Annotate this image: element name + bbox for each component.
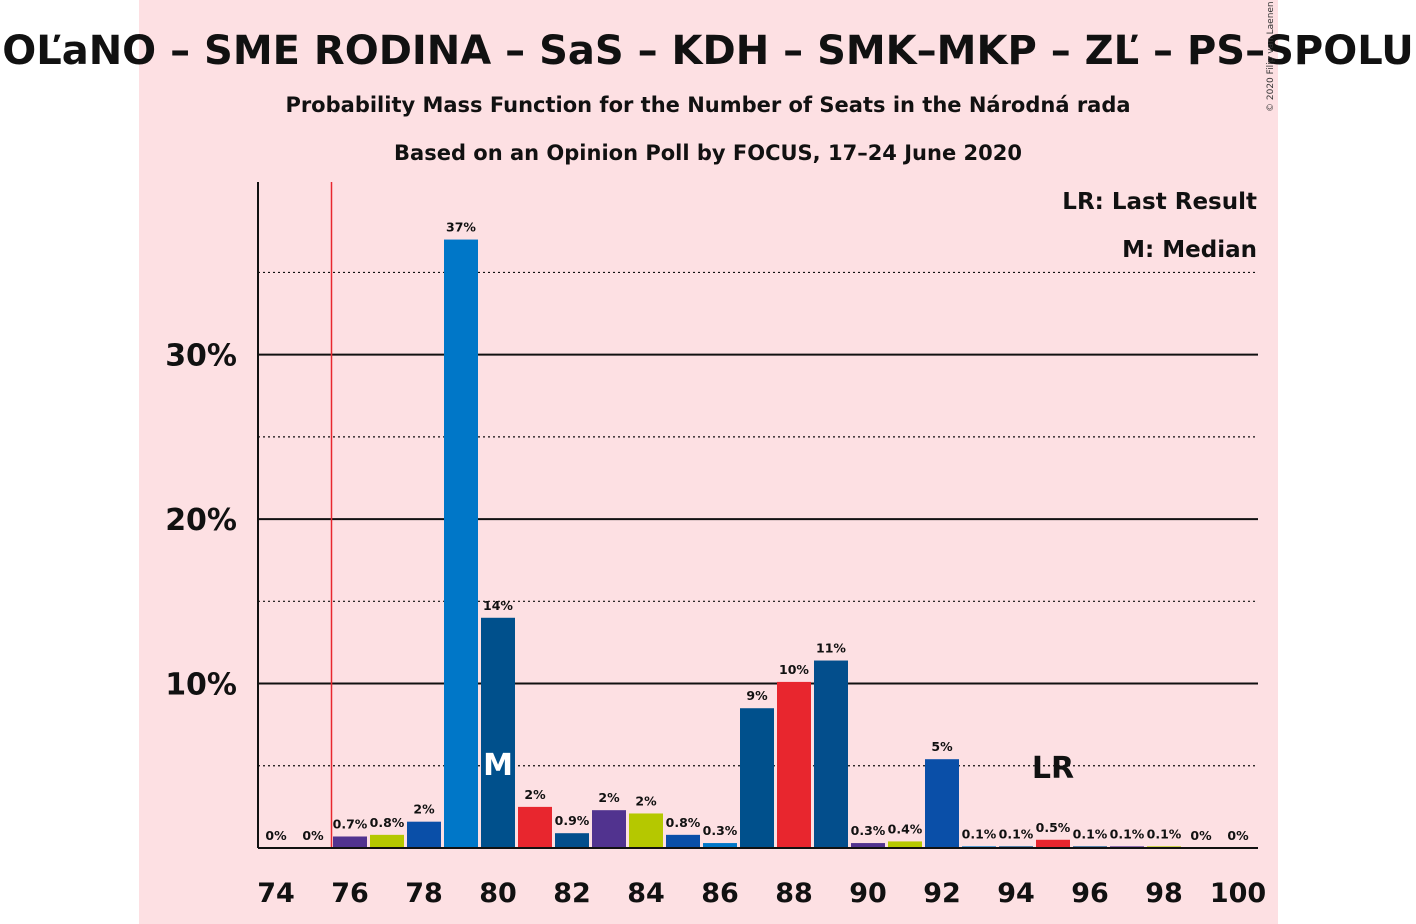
- bar-seat-78: [407, 821, 441, 848]
- data-label-seat-76: 0.7%: [333, 816, 368, 831]
- x-tick-label: 84: [627, 878, 665, 909]
- data-label-seat-79: 37%: [446, 220, 476, 235]
- data-label-seat-90: 0.3%: [851, 823, 886, 838]
- copyright-notice: © 2020 Filip van Laenen: [1266, 1, 1276, 112]
- bar-seat-86: [703, 843, 737, 848]
- x-tick-label: 90: [849, 878, 887, 909]
- x-tick-label: 76: [331, 878, 369, 909]
- data-label-seat-85: 0.8%: [666, 815, 701, 830]
- y-tick-label: 20%: [165, 503, 237, 538]
- bar-seat-80: [481, 617, 515, 848]
- y-tick-label: 10%: [165, 668, 237, 703]
- data-label-seat-77: 0.8%: [370, 815, 405, 830]
- bar-seat-89: [814, 660, 848, 848]
- x-tick-label: 80: [479, 878, 517, 909]
- bar-seat-87: [740, 708, 774, 848]
- y-tick-label: 30%: [165, 339, 237, 374]
- data-labels: 0% 0%0.7% 0.8%2%37%14%2%0.9%2% 2%0.8%0.3%9%…: [265, 220, 1249, 843]
- bar-seat-91: [888, 841, 922, 848]
- x-tick-label: 88: [775, 878, 813, 909]
- data-label-seat-95: 0.5%: [1036, 820, 1071, 835]
- gridlines: [258, 182, 1258, 848]
- data-label-seat-88: 10%: [779, 662, 809, 677]
- bar-seat-95: [1036, 839, 1070, 848]
- data-label-seat-80: 14%: [483, 598, 513, 613]
- x-tick-label: 86: [701, 878, 739, 909]
- legend-median: M: Median: [1122, 237, 1257, 263]
- chart-subtitle-2: Based on an Opinion Poll by FOCUS, 17–24…: [394, 141, 1022, 165]
- data-label-seat-99: 0%: [1190, 828, 1212, 843]
- data-label-seat-75: 0%: [302, 828, 324, 843]
- data-label-seat-96: 0.1%: [1073, 826, 1108, 841]
- bar-seat-81: [518, 806, 552, 848]
- data-label-seat-93: 0.1%: [962, 826, 997, 841]
- data-label-seat-81: 2%: [524, 787, 546, 802]
- data-label-seat-100: 0%: [1227, 828, 1249, 843]
- bar-seat-76: [333, 836, 367, 848]
- bar-seat-92: [925, 759, 959, 848]
- x-tick-label: 94: [997, 878, 1035, 909]
- data-label-seat-98: 0.1%: [1147, 826, 1182, 841]
- data-label-seat-97: 0.1%: [1110, 826, 1145, 841]
- x-tick-label: 96: [1071, 878, 1109, 909]
- data-label-seat-91: 0.4%: [888, 821, 923, 836]
- data-label-seat-92: 5%: [931, 739, 953, 754]
- data-label-seat-78: 2%: [413, 802, 435, 817]
- data-label-seat-84: 2%: [635, 793, 657, 808]
- y-tick-labels: 10% 20% 30%: [165, 339, 237, 703]
- x-tick-label: 82: [553, 878, 591, 909]
- markers: M LR: [483, 748, 1074, 786]
- bar-seat-84: [629, 813, 663, 848]
- x-tick-labels: 74 76 78 80 82 84 86 88 90 92 94 96 98 100: [257, 878, 1266, 909]
- x-tick-label: 100: [1210, 878, 1266, 909]
- data-label-seat-74: 0%: [265, 828, 287, 843]
- data-label-seat-83: 2%: [598, 790, 620, 805]
- x-tick-label: 98: [1145, 878, 1183, 909]
- bar-seat-85: [666, 834, 700, 848]
- bar-seat-83: [592, 810, 626, 848]
- chart-title: OĽaNO – SME RODINA – SaS – KDH – SMK–MKP…: [2, 28, 1414, 74]
- x-tick-label: 74: [257, 878, 295, 909]
- data-label-seat-82: 0.9%: [555, 813, 590, 828]
- last-result-marker: LR: [1032, 751, 1074, 786]
- bar-seat-79: [444, 239, 478, 849]
- bar-seat-90: [851, 843, 885, 848]
- x-tick-label: 78: [405, 878, 443, 909]
- bar-seat-77: [370, 834, 404, 848]
- x-tick-label: 92: [923, 878, 961, 909]
- bar-seat-82: [555, 833, 589, 848]
- legend-last-result: LR: Last Result: [1062, 189, 1257, 215]
- background-panel: [139, 0, 1278, 924]
- data-label-seat-87: 9%: [746, 688, 768, 703]
- data-label-seat-89: 11%: [816, 641, 846, 656]
- data-label-seat-94: 0.1%: [999, 826, 1034, 841]
- median-marker: M: [483, 748, 513, 783]
- data-label-seat-86: 0.3%: [703, 823, 738, 838]
- bars: [333, 239, 1181, 849]
- chart-subtitle-1: Probability Mass Function for the Number…: [285, 93, 1130, 117]
- bar-seat-88: [777, 681, 811, 848]
